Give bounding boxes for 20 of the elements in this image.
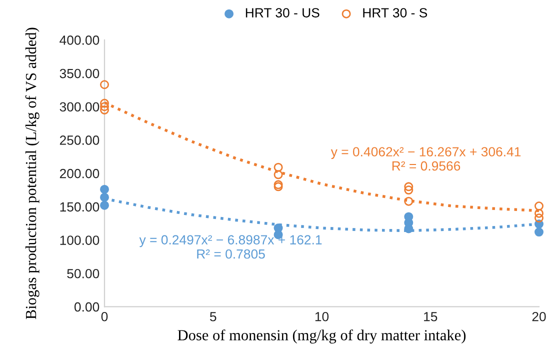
y-tick-label: 350.00 bbox=[60, 68, 100, 78]
y-tick-label: 400.00 bbox=[60, 36, 100, 45]
annotation: y = 0.4062x² − 16.267x + 306.41 R² = 0.9566 bbox=[330, 147, 521, 171]
annotation: y = 0.2497x² − 6.8987x + 162.1 R² = 0.7805 bbox=[139, 235, 322, 259]
x-axis-title: Dose of monensin (mg/kg of dry matter intake) bbox=[178, 329, 466, 344]
x-tick-label: 15 bbox=[424, 312, 438, 322]
legend-label: HRT 30 - S bbox=[363, 8, 428, 18]
x-tick-label: 20 bbox=[532, 312, 546, 322]
y-tick-label: 150.00 bbox=[60, 202, 100, 212]
y-tick-label: 300.00 bbox=[60, 102, 100, 112]
y-tick-label: 200.00 bbox=[60, 168, 100, 178]
x-tick-label: 10 bbox=[315, 312, 329, 322]
y-tick-label: 50.00 bbox=[67, 268, 100, 278]
x-tick-label: 0 bbox=[101, 312, 108, 322]
y-tick-label: 0.00 bbox=[74, 302, 100, 312]
legend-label: HRT 30 - US bbox=[246, 8, 320, 18]
y-axis-title: Biogas production potential (L/kg of VS added) bbox=[25, 28, 40, 320]
y-tick-label: 250.00 bbox=[60, 136, 100, 145]
x-tick-label: 5 bbox=[210, 312, 216, 322]
y-tick-label: 100.00 bbox=[60, 236, 100, 245]
